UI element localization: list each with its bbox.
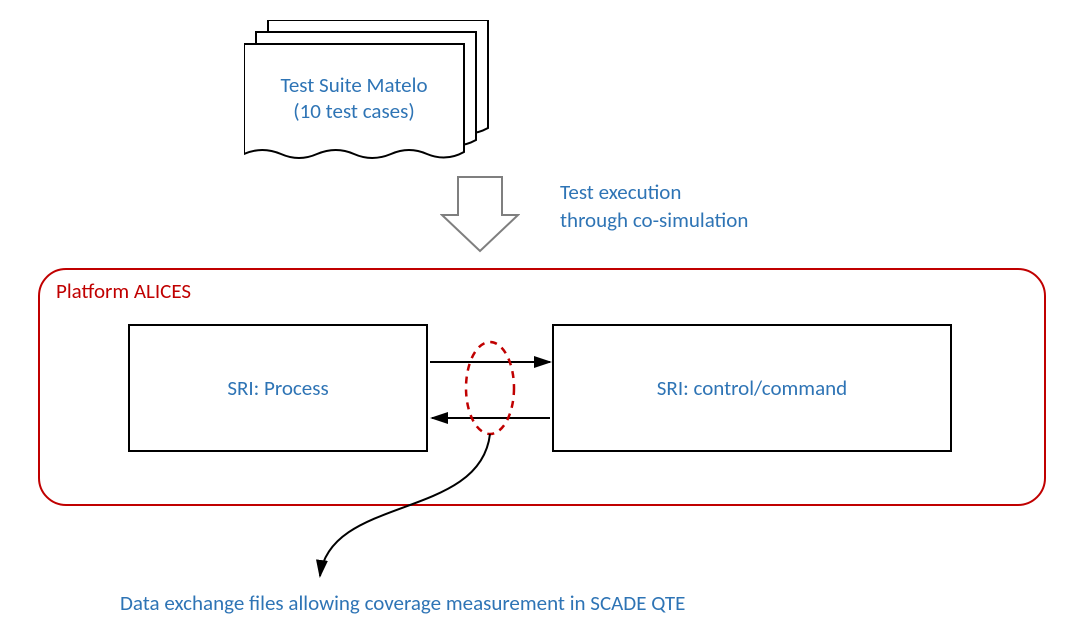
bottom-label: Data exchange files allowing coverage me… — [120, 590, 685, 616]
